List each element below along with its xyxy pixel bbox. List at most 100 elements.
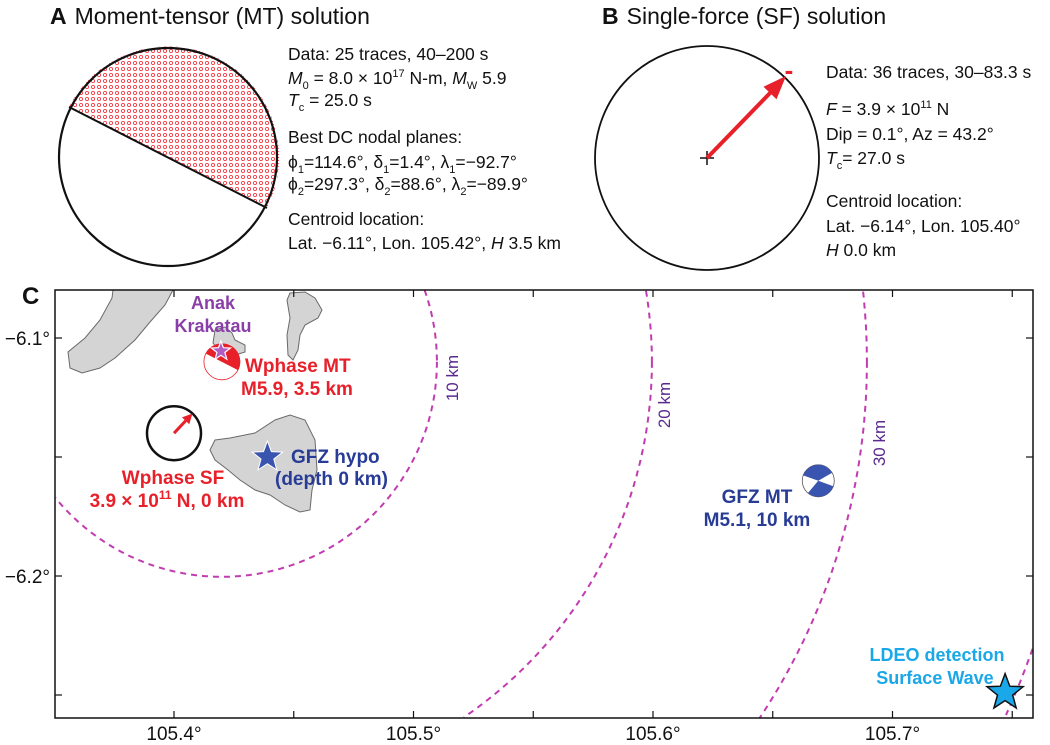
info-line: F = 3.9 × 1011 N xyxy=(826,99,949,119)
info-line: Centroid location: xyxy=(826,191,962,211)
lon-tick-label: 105.6° xyxy=(625,724,680,745)
sf-sphere: - xyxy=(594,45,820,271)
panel-a: A Moment-tensor (MT) solution Data: 25 tr… xyxy=(50,3,561,268)
ring-label-10km: 10 km xyxy=(443,355,462,401)
nodal-plane-line xyxy=(68,106,268,209)
info-segment: = 25.0 s xyxy=(304,90,372,110)
ring-label-30km: 30 km xyxy=(870,420,889,466)
info-segment: = 3.9 × 10 xyxy=(837,99,921,119)
focal-sphere-outline xyxy=(594,45,820,271)
label-ldeo: LDEO detection xyxy=(869,645,1004,665)
info-line: Data: 36 traces, 30–83.3 s xyxy=(826,62,1032,82)
island-rakata xyxy=(67,289,174,374)
panel-title-text: Moment-tensor (MT) solution xyxy=(75,3,370,29)
info-line: Centroid location: xyxy=(288,209,424,229)
wphase-sf-sphere xyxy=(145,404,203,462)
anak-krakatau-star-icon xyxy=(209,339,233,361)
info-line: Data: 25 traces, 40–200 s xyxy=(288,44,489,64)
wphase-sf-arrow-shaft xyxy=(172,419,187,435)
info-line: Tc= 27.0 s xyxy=(826,148,905,172)
info-segment: F xyxy=(826,99,838,119)
distance-ring-20km xyxy=(463,290,653,719)
lon-tick-label: 105.4° xyxy=(146,724,201,745)
info-segment: 2 xyxy=(384,186,390,198)
lat-tick-label: −6.1° xyxy=(5,329,50,350)
info-segment: H xyxy=(491,233,504,253)
info-line: M0 = 8.0 × 1017 N-m, MW 5.9 xyxy=(288,68,506,92)
info-line: Lat. −6.14°, Lon. 105.40° xyxy=(826,216,1021,236)
distance-rings xyxy=(54,289,1034,719)
info-segment: 1 xyxy=(449,164,455,176)
label-gfz-mt-details: M5.1, 10 km xyxy=(704,510,811,531)
panel-b: B Single-force (SF) solution - Data: 36 t… xyxy=(594,3,1032,271)
info-segment: 17 xyxy=(392,68,404,80)
info-line: H 0.0 km xyxy=(826,240,896,260)
info-segment: N-m, xyxy=(405,68,453,88)
info-segment: 5.9 xyxy=(477,68,506,88)
info-segment: N xyxy=(932,99,950,119)
force-arrow-shaft xyxy=(705,89,774,160)
info-segment: Best DC nodal planes: xyxy=(288,127,462,147)
label-wphase-mt: Wphase MT xyxy=(245,356,351,377)
label-wphase-sf: Wphase SF xyxy=(122,468,224,489)
panel-b-text: Data: 36 traces, 30–83.3 s F = 3.9 × 1011… xyxy=(826,62,1032,260)
panel-b-title: B Single-force (SF) solution xyxy=(602,3,886,29)
info-segment: W xyxy=(467,80,478,92)
lon-tick-label: 105.5° xyxy=(386,724,441,745)
info-segment: M xyxy=(288,68,303,88)
info-segment: Dip = 0.1°, Az = 43.2° xyxy=(826,124,994,144)
info-segment: =88.6°, λ xyxy=(391,174,461,194)
map-frame xyxy=(54,289,1034,719)
gfz-mt-quadrant xyxy=(807,480,834,497)
info-line: Dip = 0.1°, Az = 43.2° xyxy=(826,124,994,144)
ldeo-star-icon xyxy=(984,671,1026,710)
label-krakatau: Krakatau xyxy=(174,316,251,336)
panel-a-title: A Moment-tensor (MT) solution xyxy=(50,3,370,29)
panel-letter: A xyxy=(50,3,67,29)
label-superscript: 11 xyxy=(159,488,172,502)
label-gfz-hypo-depth: (depth 0 km) xyxy=(275,469,388,490)
info-segment: 11 xyxy=(920,99,931,111)
info-segment: T xyxy=(288,90,300,110)
info-segment: 0 xyxy=(303,80,309,92)
label-ldeo-method: Surface Wave xyxy=(876,668,993,688)
label-gfz-mt: GFZ MT xyxy=(722,487,793,508)
lat-tick-label: −6.2° xyxy=(5,567,50,588)
info-segment: =−92.7° xyxy=(455,152,517,172)
distance-ring-10km xyxy=(54,289,438,578)
info-segment: c xyxy=(299,102,305,114)
force-sign: - xyxy=(785,55,794,85)
panel-c: C 10 km 20 km 30 km Anak Krakatau Wphase… xyxy=(5,283,1034,745)
info-segment: Lat. −6.14°, Lon. 105.40° xyxy=(826,216,1021,236)
gfz-mt-quadrant xyxy=(803,464,833,481)
ring-label-20km: 20 km xyxy=(655,382,674,428)
info-line: Tc = 25.0 s xyxy=(288,90,372,114)
info-segment: T xyxy=(826,148,838,168)
info-segment: 0.0 km xyxy=(839,240,896,260)
info-segment: = 8.0 × 10 xyxy=(309,68,393,88)
panel-title-text: Single-force (SF) solution xyxy=(627,3,887,29)
info-line: Lat. −6.11°, Lon. 105.42°, H 3.5 km xyxy=(288,233,561,253)
label-wphase-mt-details: M5.9, 3.5 km xyxy=(241,379,353,400)
info-segment: Data: 25 traces, 40–200 s xyxy=(288,44,489,64)
info-segment: Data: 36 traces, 30–83.3 s xyxy=(826,62,1032,82)
info-segment: c xyxy=(837,160,843,172)
focal-sphere-outline xyxy=(57,46,279,268)
panel-a-text: Data: 25 traces, 40–200 sM0 = 8.0 × 1017… xyxy=(288,44,561,253)
info-segment: M xyxy=(452,68,467,88)
info-segment: Centroid location: xyxy=(826,191,962,211)
gfz-hypo-star-icon xyxy=(250,439,284,472)
info-segment: H xyxy=(826,240,839,260)
info-line: Best DC nodal planes: xyxy=(288,127,462,147)
info-segment: Lat. −6.11°, Lon. 105.42°, xyxy=(288,233,491,253)
info-segment: 1 xyxy=(298,164,304,176)
compressional-quadrant xyxy=(69,46,280,208)
label-part: N, 0 km xyxy=(172,491,245,512)
label-gfz-hypo: GFZ hypo xyxy=(291,447,380,468)
label-part: 3.9 × 10 xyxy=(90,491,159,512)
label-anak: Anak xyxy=(191,293,236,313)
info-segment: =1.4°, λ xyxy=(389,152,449,172)
map-axes: 105.4° 105.5° 105.6° 105.7° −6.1° −6.2° xyxy=(5,290,1033,745)
info-segment: ϕ xyxy=(288,174,298,194)
